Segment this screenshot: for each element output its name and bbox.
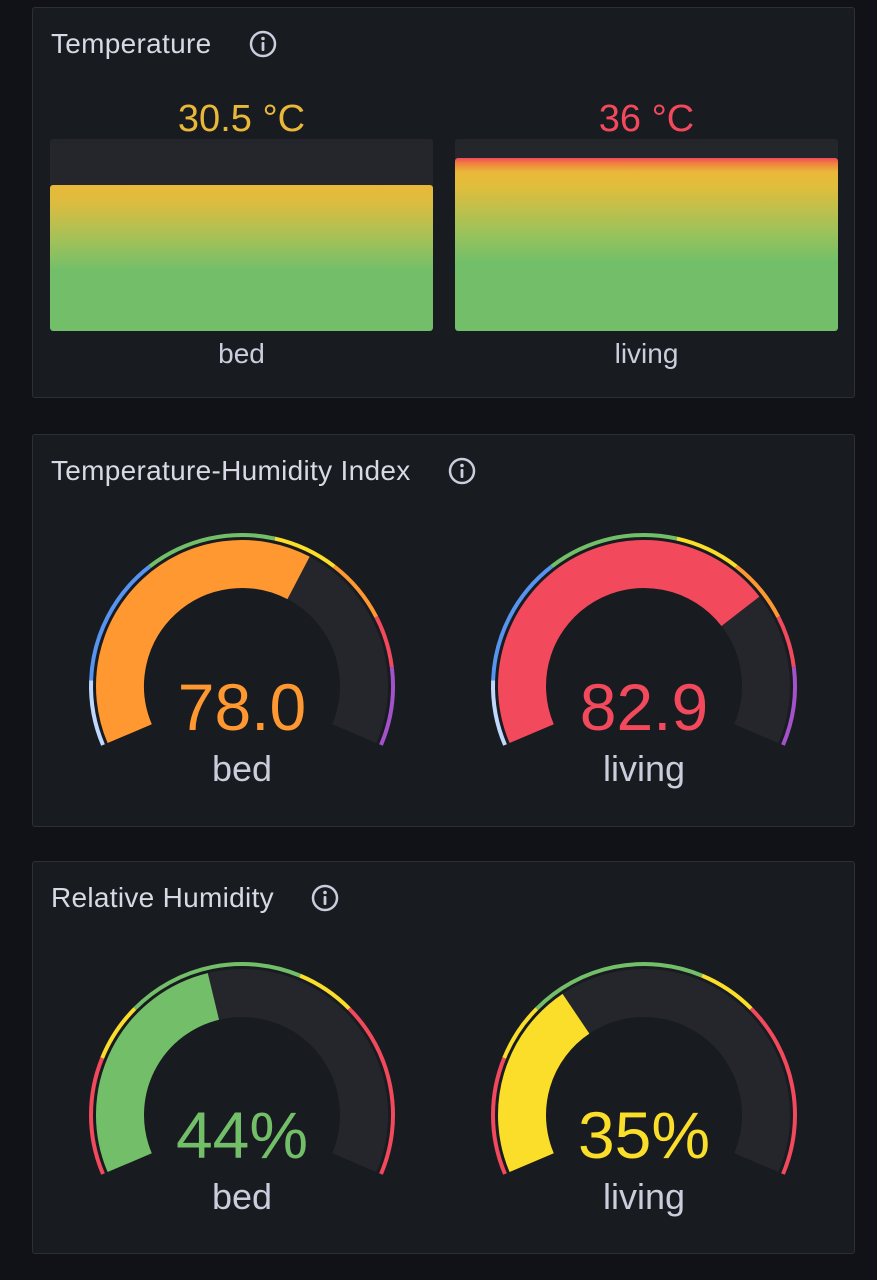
threshold-segment [374,616,394,668]
gauge-value-bed: 78.0 [178,670,306,744]
gauge-label-living: living [603,1176,685,1217]
bar-value-living: 36 °C [598,98,695,140]
threshold-segment [89,680,105,746]
threshold-segment [89,564,151,681]
threshold-segment [781,667,797,746]
threshold-segment [274,536,336,569]
gauge-living: 35% living [491,962,797,1217]
bar-fill-living [455,158,838,331]
threshold-segment [535,962,703,1011]
panel-title: Relative Humidity [51,882,274,913]
thi-gauges: 78.0 bed 82.9 living [89,533,797,789]
panel-title: Temperature-Humidity Index [51,455,411,486]
humidity-gauges: 44% bed 35% living [89,962,797,1217]
bar-value-bed: 30.5 °C [177,98,306,140]
threshold-segment [735,564,781,618]
threshold-segment [676,536,738,569]
info-icon[interactable] [447,456,477,486]
bar-label-bed: bed [218,338,265,369]
gauge-value-arc [96,540,310,744]
threshold-segment [550,533,678,569]
bar-label-living: living [614,338,679,369]
threshold-segment [89,1057,105,1175]
gauge-value-arc [498,993,590,1173]
gauge-living: 82.9 living [491,533,797,789]
threshold-segment [776,616,796,668]
gauge-bed: 44% bed [89,962,395,1217]
panel-header: Temperature-Humidity Index [51,453,477,489]
bar-track-living [455,139,838,331]
bar-fill-bed [50,184,433,331]
panel-header: Temperature [51,26,278,62]
threshold-segment [347,1007,395,1175]
info-icon[interactable] [248,29,278,59]
gauge-label-living: living [603,748,685,789]
temperature-panel: Temperature 30.5 °C bed 36 °C living [32,7,855,398]
threshold-segment [502,1007,539,1059]
gauge-value-arc [96,973,220,1173]
gauge-value-living: 35% [578,1098,710,1172]
panel-title: Temperature [51,28,212,59]
threshold-segment [491,680,507,746]
threshold-segment [491,1057,507,1175]
bar-track-bed [50,139,433,331]
gauge-value-living: 82.9 [580,670,708,744]
panel-header: Relative Humidity [51,880,340,916]
threshold-segment [749,1007,797,1175]
gauge-label-bed: bed [212,748,272,789]
threshold-segment [100,1007,137,1059]
gauge-value-arc [498,540,760,744]
humidity-panel: Relative Humidity 44% bed 35% living [32,861,855,1254]
threshold-segment [701,973,753,1011]
threshold-segment [491,564,553,681]
gauge-label-bed: bed [212,1176,272,1217]
threshold-segment [333,564,379,618]
info-icon[interactable] [310,883,340,913]
thi-panel: Temperature-Humidity Index 78.0 bed 82.9… [32,434,855,827]
gauge-bed: 78.0 bed [89,533,395,789]
threshold-segment [299,973,351,1011]
threshold-segment [133,962,301,1011]
gauge-value-bed: 44% [176,1098,308,1172]
threshold-segment [148,533,276,569]
threshold-segment [379,667,395,746]
